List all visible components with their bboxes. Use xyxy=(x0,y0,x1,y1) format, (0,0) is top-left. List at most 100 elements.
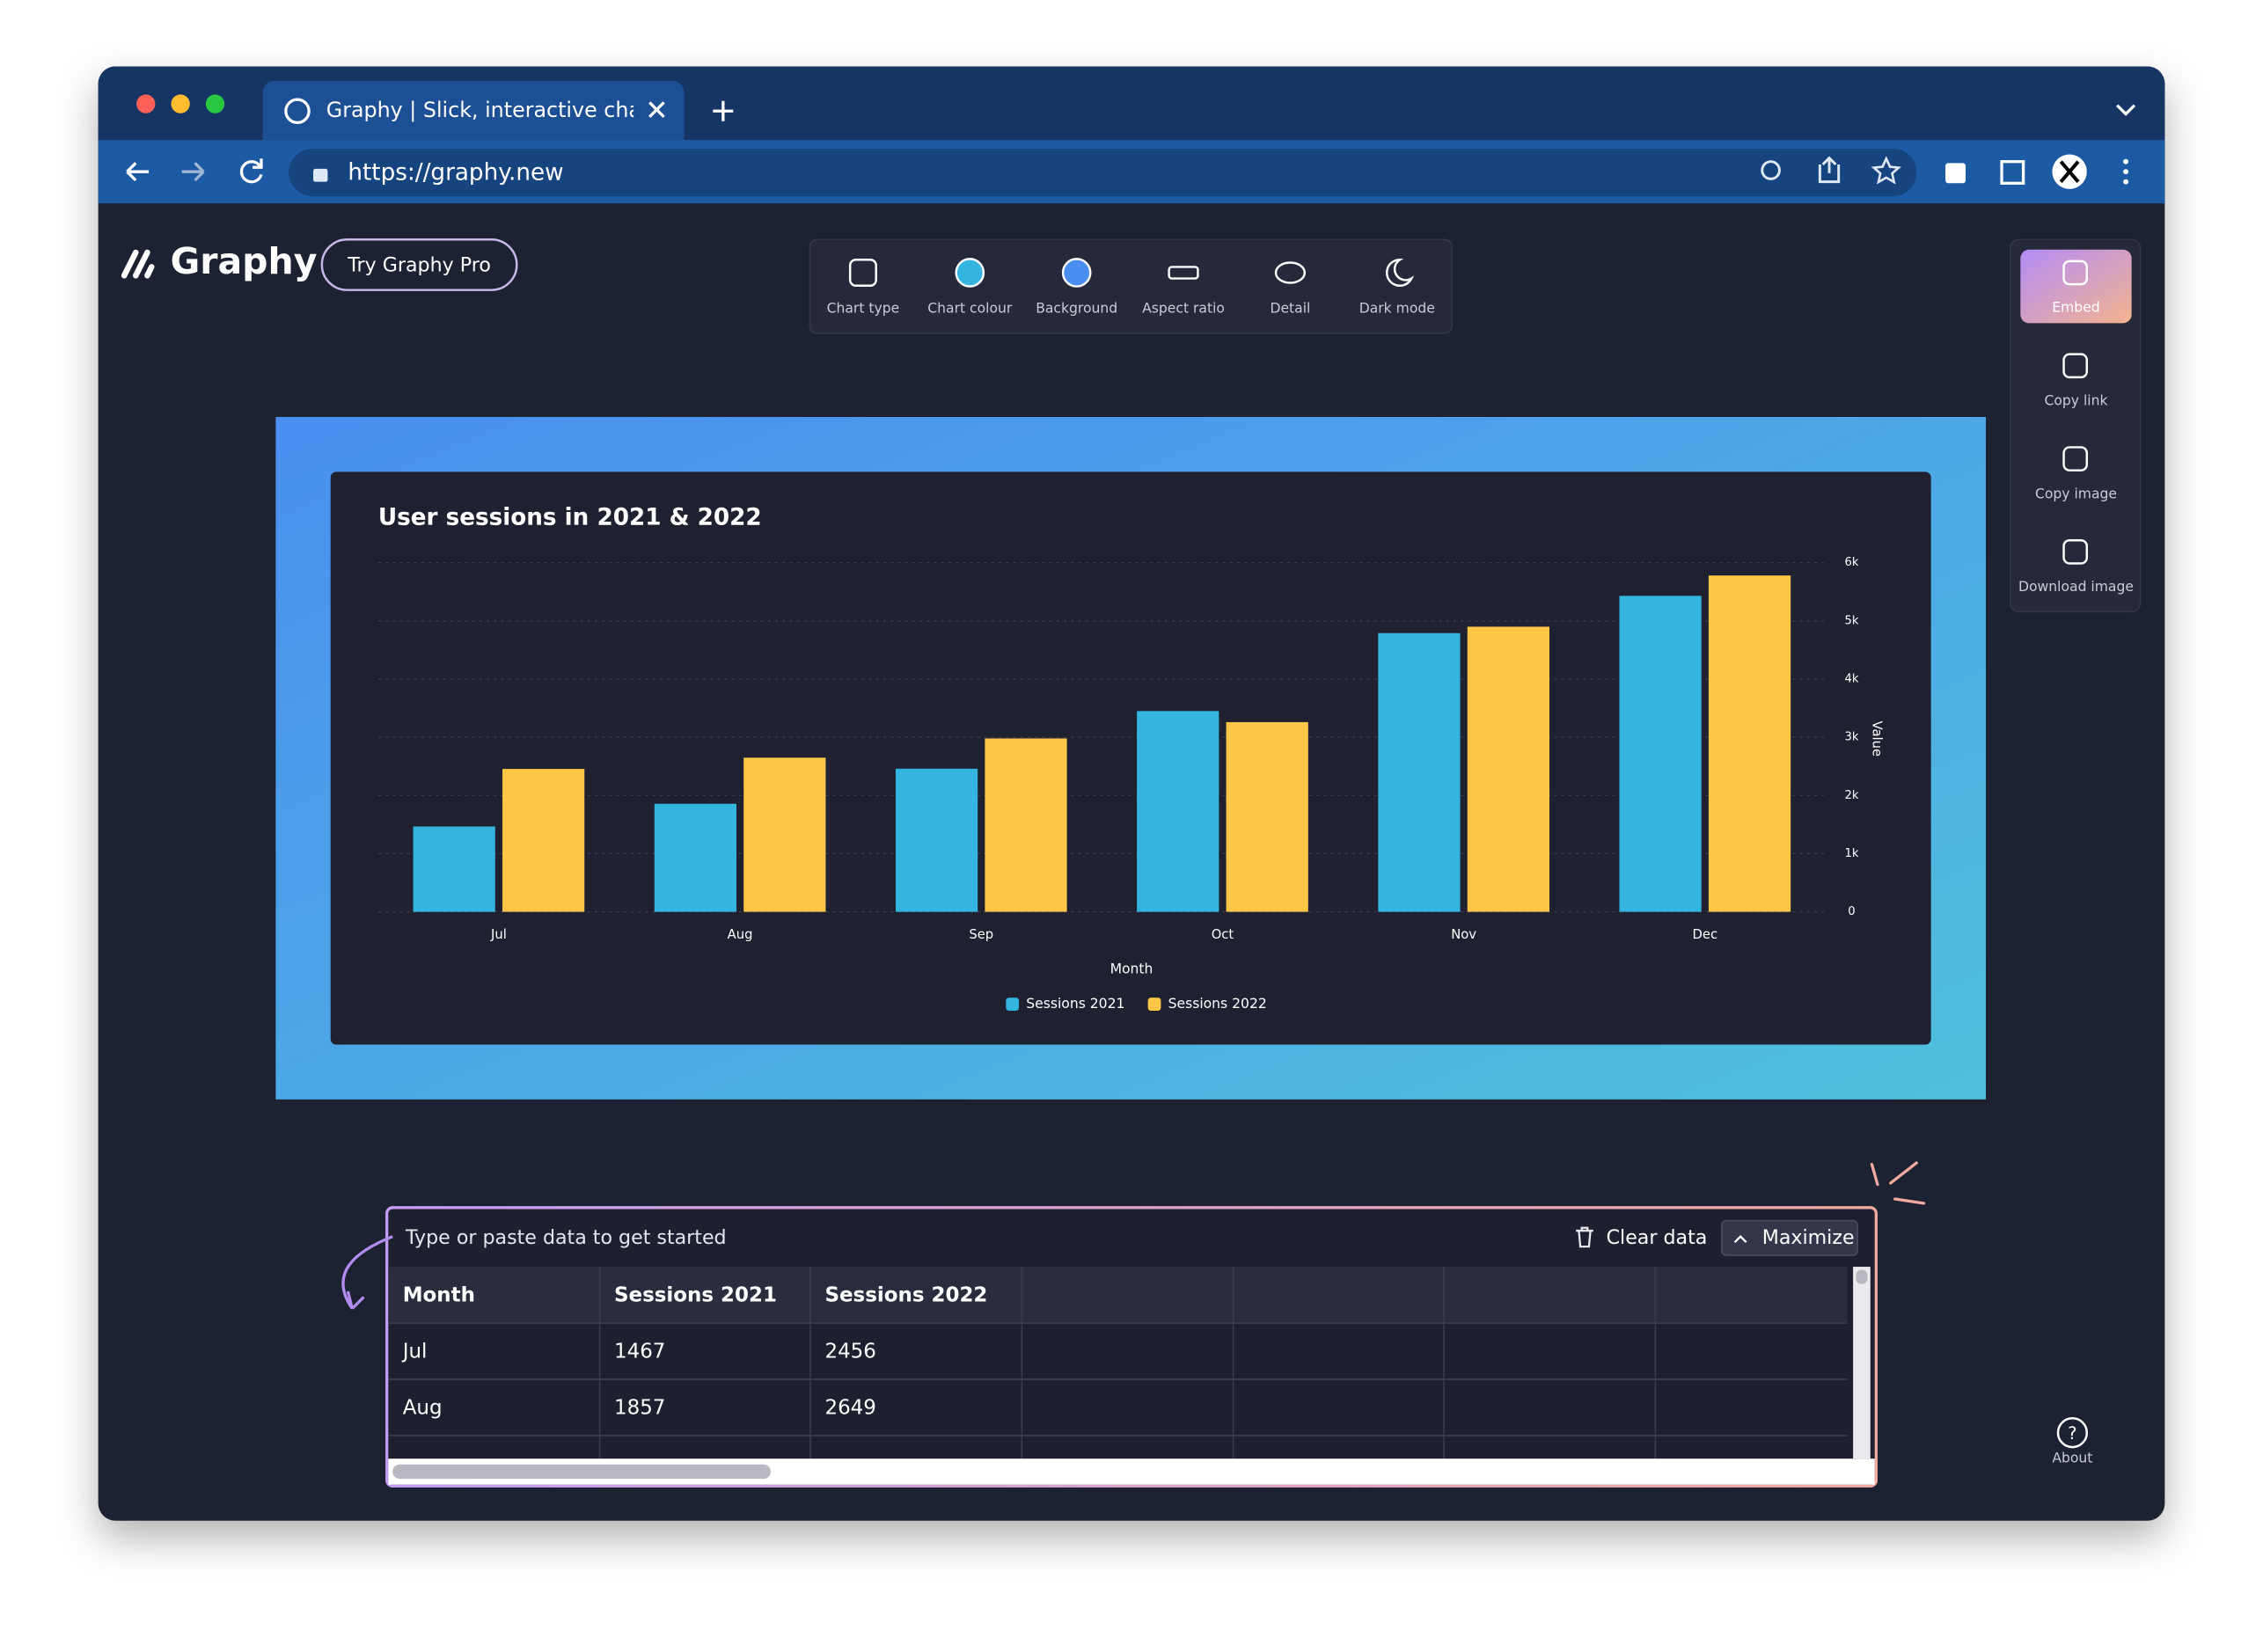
legend-swatch xyxy=(1006,998,1020,1011)
legend-label: Sessions 2021 xyxy=(1026,996,1124,1012)
y-tick-label: 6k xyxy=(1844,556,1858,569)
v-scroll-track xyxy=(1853,1267,1871,1459)
menu-icon[interactable] xyxy=(2123,158,2129,185)
table-header-bg xyxy=(388,1267,1848,1324)
tab-close[interactable] xyxy=(648,101,665,119)
table-header-cell[interactable]: Sessions 2021 xyxy=(614,1283,777,1306)
toolbar-label[interactable]: Dark mode xyxy=(1359,300,1435,316)
table-cell[interactable]: 1857 xyxy=(614,1396,665,1419)
bar xyxy=(1137,711,1219,912)
back-button[interactable] xyxy=(126,162,150,182)
x-tick-label: Sep xyxy=(969,927,993,942)
toolbar-label[interactable]: Aspect ratio xyxy=(1142,300,1225,316)
chart-toolbar xyxy=(809,238,1453,334)
bar xyxy=(1467,626,1549,912)
y-tick-label: 3k xyxy=(1844,731,1858,744)
bar xyxy=(985,738,1067,912)
active-tab[interactable] xyxy=(262,80,685,141)
data-table: Month Sessions 2021 Sessions 2022 Jul 1467 24… xyxy=(388,1267,1848,1459)
table-cell[interactable]: 2456 xyxy=(824,1340,875,1363)
about-label[interactable]: About xyxy=(2052,1451,2092,1466)
logo[interactable]: Graphy xyxy=(171,240,318,282)
sidebar-icon[interactable] xyxy=(2000,160,2025,185)
side-icon[interactable] xyxy=(2062,353,2089,379)
maximize-label[interactable]: Maximize xyxy=(1762,1226,1855,1249)
bar xyxy=(1708,575,1791,912)
y-axis-label: Value xyxy=(1869,721,1884,757)
minimize-dot[interactable] xyxy=(171,94,190,113)
address-bar[interactable] xyxy=(289,148,1917,197)
bar xyxy=(502,769,585,912)
bar xyxy=(1226,721,1308,912)
toolbar-icon[interactable] xyxy=(1274,261,1307,284)
side-icon[interactable] xyxy=(2062,446,2089,471)
x-tick-label: Jul xyxy=(490,927,507,942)
embed-button[interactable] xyxy=(2020,249,2132,324)
maximize-icon xyxy=(1733,1235,1747,1244)
y-tick-label: 5k xyxy=(1844,614,1858,627)
x-tick-label: Dec xyxy=(1693,927,1718,942)
table-cell[interactable]: 1467 xyxy=(614,1340,665,1363)
maximize-button[interactable] xyxy=(1721,1219,1858,1256)
bar xyxy=(654,803,736,912)
bar xyxy=(1378,632,1461,912)
side-icon[interactable] xyxy=(2062,539,2089,565)
toolbar-label[interactable]: Chart colour xyxy=(927,300,1013,316)
bar xyxy=(413,826,495,912)
hint-arrow xyxy=(341,1235,393,1310)
tab-title: Graphy | Slick, interactive chart xyxy=(326,98,658,122)
share-icon[interactable] xyxy=(1818,156,1841,184)
pro-button-frame[interactable] xyxy=(320,238,518,291)
bookmark-icon[interactable] xyxy=(1871,156,1902,185)
bar xyxy=(895,768,978,912)
toolbar-label[interactable]: Detail xyxy=(1270,300,1310,316)
reload-button[interactable] xyxy=(239,158,263,184)
v-scroll-thumb[interactable] xyxy=(1856,1269,1868,1284)
y-tick-label: 0 xyxy=(1848,905,1855,918)
new-tab[interactable] xyxy=(713,100,734,121)
table-cell[interactable]: Jul xyxy=(401,1340,428,1363)
side-label[interactable]: Embed xyxy=(2052,300,2099,316)
about-icon[interactable] xyxy=(2056,1417,2089,1449)
table-cell[interactable]: Aug xyxy=(403,1396,443,1419)
zoom-icon[interactable] xyxy=(1761,160,1781,180)
profile-mark xyxy=(2059,160,2080,183)
y-tick-label: 1k xyxy=(1844,847,1858,860)
toolbar-icon[interactable] xyxy=(1386,259,1415,287)
bar xyxy=(743,757,826,912)
table-header-cell[interactable]: Month xyxy=(403,1283,475,1306)
clear-data[interactable]: Clear data xyxy=(1607,1226,1708,1249)
h-scroll-thumb[interactable] xyxy=(392,1464,771,1480)
side-panel xyxy=(2010,238,2142,613)
side-label[interactable]: Download image xyxy=(2018,579,2134,595)
lock-icon xyxy=(313,168,328,182)
pro-button[interactable]: Try Graphy Pro xyxy=(347,253,491,276)
tab-menu[interactable] xyxy=(2116,104,2136,116)
about-glyph: ? xyxy=(2068,1423,2076,1444)
tab-icon xyxy=(284,98,311,125)
url[interactable]: https://graphy.new xyxy=(348,159,563,186)
close-dot[interactable] xyxy=(136,94,156,113)
toolbar-label[interactable]: Chart type xyxy=(827,300,900,316)
x-tick-label: Aug xyxy=(728,927,753,942)
toolbar-icon[interactable] xyxy=(1168,266,1199,280)
legend-swatch xyxy=(1147,998,1161,1011)
table-cell[interactable]: 2649 xyxy=(824,1396,875,1419)
x-tick-label: Oct xyxy=(1212,927,1234,942)
side-label[interactable]: Copy image xyxy=(2035,486,2117,501)
zoom-dot[interactable] xyxy=(205,94,225,113)
toolbar-label[interactable]: Background xyxy=(1036,300,1117,316)
toolbar-icon[interactable] xyxy=(848,259,877,287)
toolbar-icon[interactable] xyxy=(1061,258,1092,288)
logo-mark xyxy=(121,249,155,279)
side-icon[interactable] xyxy=(2062,259,2089,286)
side-label[interactable]: Copy link xyxy=(2044,392,2107,408)
table-header-cell[interactable]: Sessions 2022 xyxy=(824,1283,987,1306)
forward-button[interactable] xyxy=(181,162,205,182)
extensions-icon[interactable] xyxy=(1945,163,1966,184)
toolbar-icon[interactable] xyxy=(955,258,985,288)
chart-title: User sessions in 2021 & 2022 xyxy=(378,504,762,530)
trash-icon[interactable] xyxy=(1576,1226,1593,1248)
